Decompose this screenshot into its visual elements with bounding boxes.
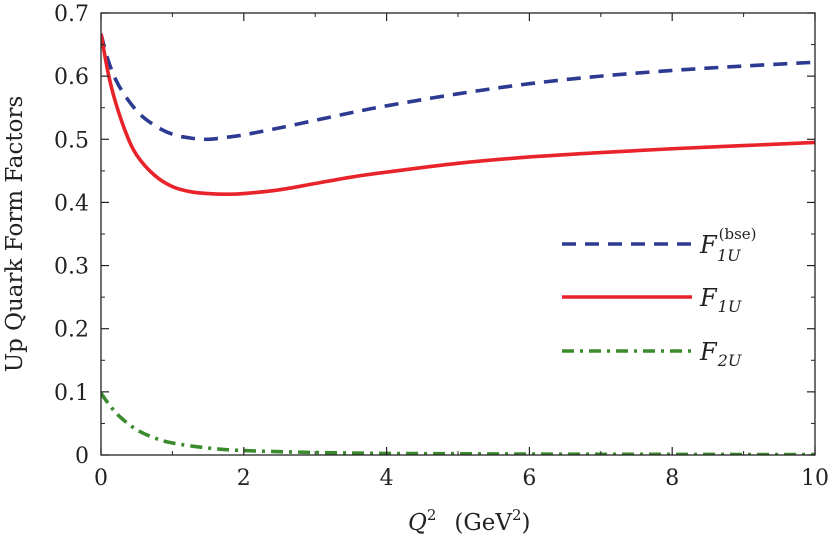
x-axis-title-unit: (GeV [454, 510, 512, 536]
legend-sup: (bse) [719, 225, 757, 243]
y-axis-title: Up Quark Form Factors [2, 96, 28, 373]
x-tick-label: 10 [801, 466, 829, 491]
legend-base: F [699, 338, 718, 366]
y-tick-label: 0 [75, 444, 89, 469]
series-line-f1u [101, 33, 815, 197]
x-axis-title-unit-close: ) [522, 510, 531, 536]
x-tick-label: 2 [237, 466, 251, 491]
x-tick-label: 6 [522, 466, 536, 491]
x-tick-label: 0 [94, 466, 108, 491]
legend-sub: 1U [717, 246, 741, 265]
x-axis-title-exp: 2 [427, 506, 437, 524]
legend-label-2: F1U [699, 284, 742, 316]
y-tick-label: 0.4 [54, 191, 89, 216]
tick-layer: 0 2 4 6 8 10 0 0.1 0.2 0.3 0.4 0.5 0.6 0.7 [54, 2, 829, 491]
x-axis-title: Q2 (GeV2) [408, 506, 531, 536]
y-tick-label: 0.2 [54, 318, 89, 343]
y-tick-label: 0.6 [54, 65, 89, 90]
y-tick-label: 0.5 [54, 128, 89, 153]
series-layer [101, 33, 815, 455]
legend-sub: 2U [717, 351, 742, 370]
series-line-f2u [101, 392, 815, 455]
axis-titles: Q2 (GeV2)Up Quark Form Factors [2, 96, 531, 536]
x-axis-title-unit-exp: 2 [512, 506, 522, 524]
series-line-f1u-bse [101, 33, 815, 142]
legend-sub: 1U [718, 297, 742, 316]
x-axis-title-var: Q [408, 510, 427, 536]
y-tick-label: 0.7 [54, 2, 89, 27]
legend-label-3: F2U [699, 338, 742, 370]
legend-base: F [699, 231, 718, 259]
x-tick-label: 8 [665, 466, 679, 491]
x-tick-label: 4 [380, 466, 394, 491]
legend-base: F [699, 284, 718, 312]
y-tick-label: 0.3 [54, 255, 89, 280]
legend-label-1: F (bse) 1U [699, 225, 757, 265]
y-tick-label: 0.1 [54, 381, 89, 406]
